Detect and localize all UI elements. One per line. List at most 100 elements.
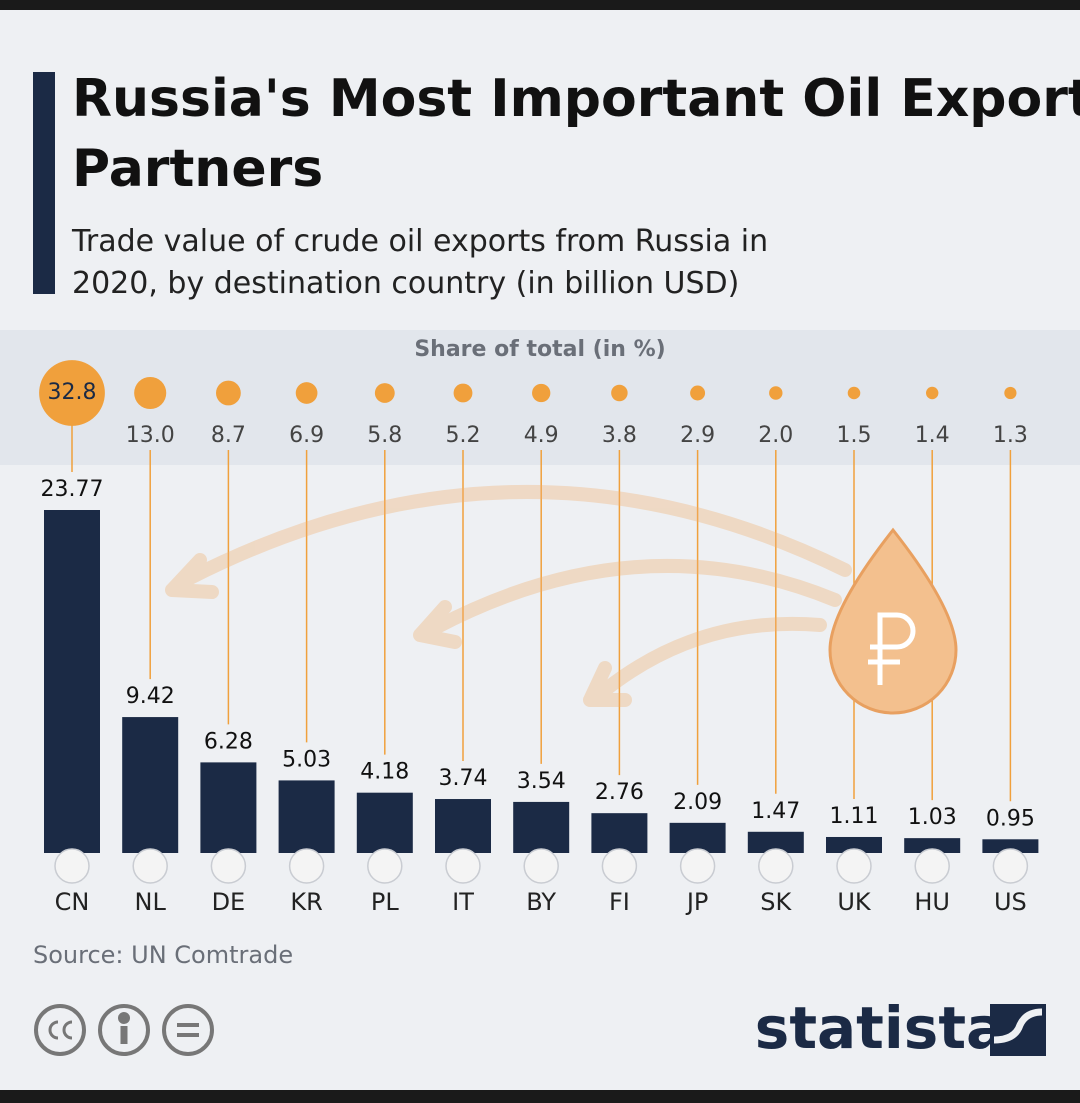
arrow-head <box>413 600 462 649</box>
share-label: 1.3 <box>993 423 1028 448</box>
bar <box>356 792 413 853</box>
share-circle <box>769 386 783 400</box>
logo-wave <box>993 1008 1043 1044</box>
value-label: 0.95 <box>986 806 1035 831</box>
flag <box>758 848 794 884</box>
nd-icon <box>162 1004 214 1056</box>
ruble-sign <box>868 612 916 685</box>
value-label: 2.76 <box>595 780 644 805</box>
category-label: JP <box>685 888 709 916</box>
flag <box>601 848 638 884</box>
bar <box>591 813 648 853</box>
value-label: 6.28 <box>204 729 253 754</box>
chart-subtitle: Trade value of crude oil exports from Ru… <box>71 224 768 301</box>
source: Source: UN Comtrade <box>33 941 293 969</box>
share-circle <box>453 383 473 403</box>
value-label: 1.03 <box>908 805 957 830</box>
share-label: 1.4 <box>915 423 950 448</box>
category-label: PL <box>371 888 399 916</box>
share-circle <box>1004 386 1017 400</box>
flag <box>210 848 247 884</box>
cc-icon <box>34 1004 86 1056</box>
oil-drop <box>828 527 958 715</box>
bar <box>435 799 491 853</box>
share-label: 32.8 <box>48 380 97 405</box>
bar <box>747 831 804 853</box>
nd-mark <box>177 1023 199 1037</box>
value-label: 9.42 <box>126 684 175 709</box>
share-circle <box>532 383 551 403</box>
arrow <box>428 558 842 635</box>
category-label: SK <box>760 888 792 916</box>
share-label: 13.0 <box>126 423 175 448</box>
share-label: 6.9 <box>289 423 324 448</box>
cc-mark <box>48 1020 73 1040</box>
category-label: FI <box>609 888 630 916</box>
by-head <box>118 1012 130 1024</box>
bar <box>982 839 1039 853</box>
bar <box>200 762 257 853</box>
category-label: DE <box>212 888 246 916</box>
value-label: 4.18 <box>360 760 409 785</box>
category-label: KR <box>290 888 322 916</box>
share-label: 8.7 <box>211 423 246 448</box>
share-circle <box>295 382 318 404</box>
value-label: 1.47 <box>751 799 800 824</box>
share-label: 2.0 <box>758 423 793 448</box>
bar <box>513 801 570 853</box>
value-label: 3.74 <box>439 766 488 791</box>
flag <box>54 848 90 884</box>
bar <box>904 838 961 853</box>
flag <box>914 848 950 884</box>
share-label: 1.5 <box>837 423 872 448</box>
category-label: UK <box>837 888 872 916</box>
share-label: 2.9 <box>680 423 715 448</box>
arrow-head <box>165 553 219 599</box>
share-circle <box>374 383 395 403</box>
value-label: 23.77 <box>41 477 104 502</box>
share-circle <box>847 386 861 400</box>
share-title: Share of total (in %) <box>414 337 665 362</box>
flag <box>836 848 872 884</box>
share-circle <box>611 384 628 402</box>
share-label: 5.2 <box>446 423 481 448</box>
flag <box>445 848 481 884</box>
flag <box>367 848 403 884</box>
bar <box>44 510 100 853</box>
category-label: NL <box>135 888 167 916</box>
share-circle <box>134 376 167 410</box>
value-label: 1.11 <box>830 804 879 829</box>
brand-logo <box>990 1004 1046 1056</box>
arrow <box>183 484 852 585</box>
bar <box>278 780 335 853</box>
share-label: 4.9 <box>524 423 559 448</box>
license-icons <box>34 1004 214 1056</box>
bar <box>122 717 179 853</box>
share-circle <box>39 360 105 426</box>
category-label: IT <box>452 888 474 916</box>
category-label: BY <box>526 888 556 916</box>
value-label: 3.54 <box>517 769 566 794</box>
decoration <box>165 484 852 707</box>
flag <box>679 848 716 884</box>
flag <box>523 848 559 884</box>
value-label: 2.09 <box>673 790 722 815</box>
flag <box>288 848 325 884</box>
share-label: 5.8 <box>367 423 402 448</box>
category-label: CN <box>55 888 90 916</box>
arrow-head <box>583 661 632 707</box>
flag <box>132 848 168 884</box>
brand: statista <box>755 994 1005 1062</box>
category-label: HU <box>914 888 950 916</box>
bar <box>826 836 882 853</box>
bars <box>44 420 1039 853</box>
chart-title: Russia's Most Important Oil Export Partne… <box>72 69 1080 199</box>
share-label: 3.8 <box>602 423 637 448</box>
bar <box>669 822 726 853</box>
value-label: 5.03 <box>282 747 331 772</box>
share-circle <box>216 380 241 406</box>
category-label: US <box>994 888 1027 916</box>
arrow <box>598 616 827 697</box>
